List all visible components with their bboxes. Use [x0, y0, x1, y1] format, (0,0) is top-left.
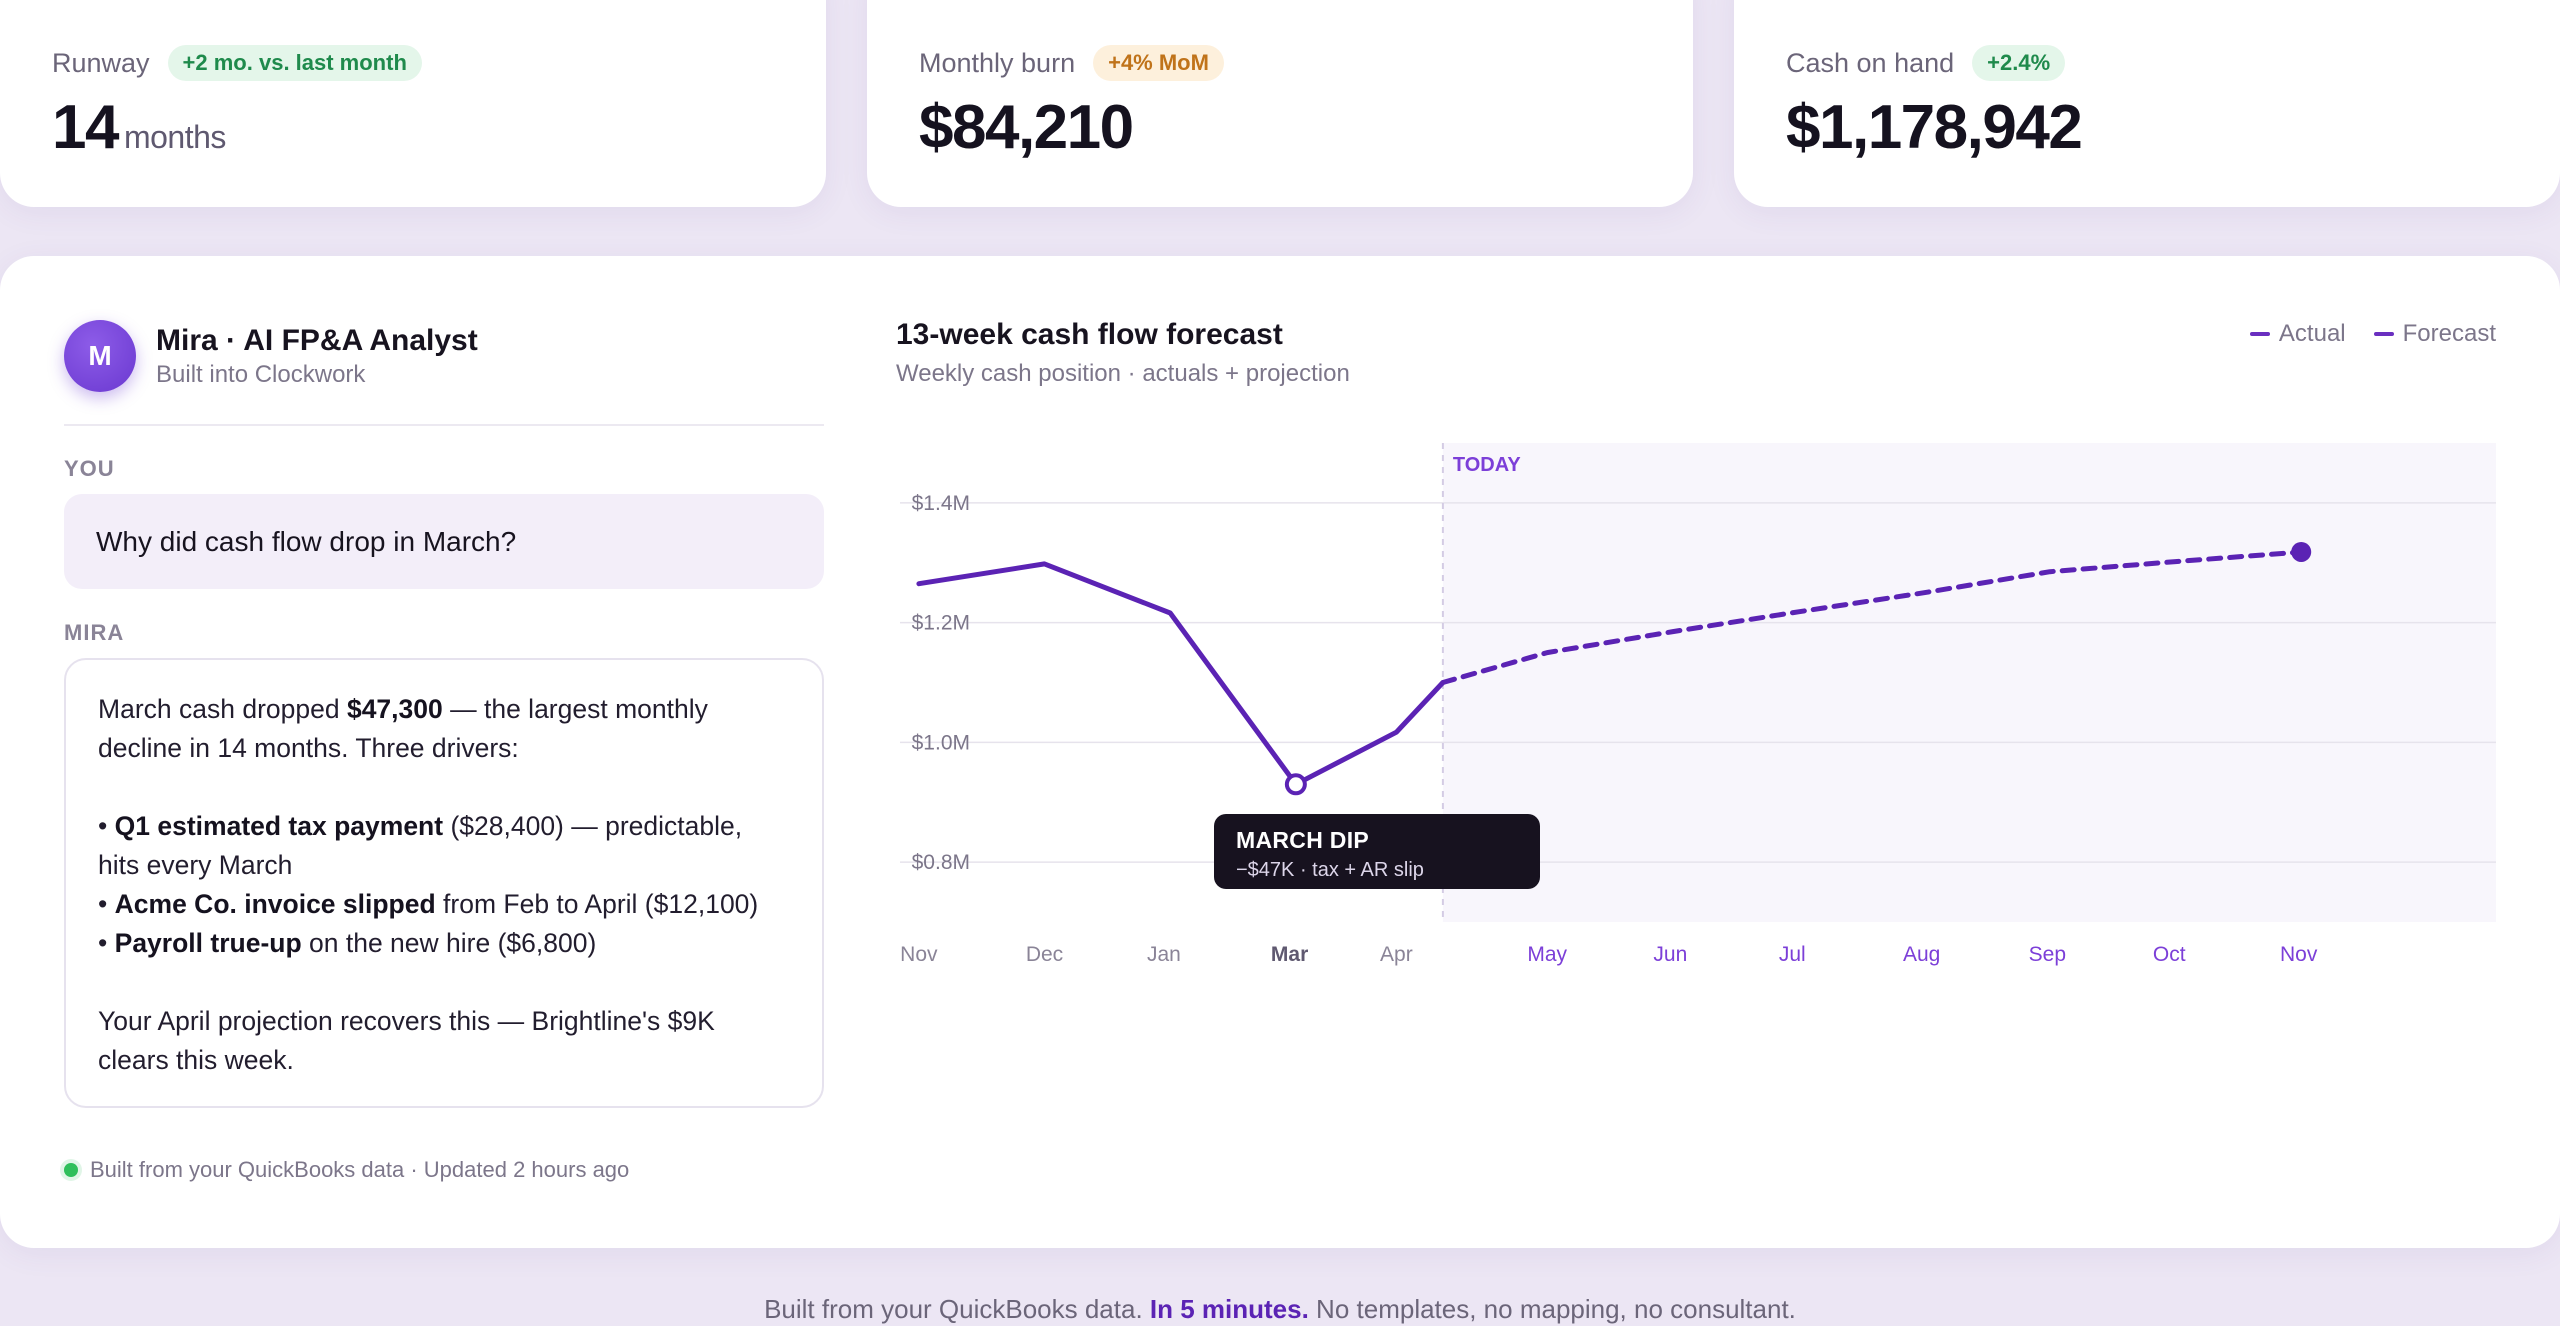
driver-title: Acme Co. invoice slipped: [114, 889, 436, 919]
reply-intro-amount: $47,300: [346, 694, 443, 724]
assistant-name: Mira · AI FP&A Analyst: [156, 324, 478, 357]
user-role-label: YOU: [64, 456, 115, 481]
kpi-label: Runway: [52, 47, 150, 78]
user-message: Why did cash flow drop in March?: [64, 494, 824, 589]
status-dot-icon: [64, 1163, 78, 1177]
chart-tooltip: MARCH DIP −$47K · tax + AR slip: [1214, 814, 1540, 889]
kpi-badge: +2.4%: [1972, 45, 2066, 81]
reply-intro-post: — the largest monthly decline in 14 mont…: [98, 694, 708, 763]
kpi-card-cash-on-hand: Cash on hand +2.4% $1,178,942: [1734, 0, 2560, 207]
kpi-badge: +4% MoM: [1093, 45, 1224, 81]
divider: [64, 424, 824, 426]
kpi-label: Cash on hand: [1786, 47, 1955, 78]
kpi-number: 14: [52, 93, 119, 162]
kpi-badge: +2 mo. vs. last month: [167, 45, 422, 81]
legend-swatch-icon: [2249, 332, 2270, 336]
driver-item: • Acme Co. invoice slipped from Feb to A…: [98, 889, 759, 919]
tagline-post: No templates, no mapping, no consultant.: [1308, 1294, 1796, 1324]
driver-item: • Payroll true-up on the new hire ($6,80…: [98, 928, 597, 958]
avatar: M: [64, 320, 136, 392]
reply-intro: March cash dropped $47,300 — the largest…: [98, 690, 790, 768]
data-source-note: Built from your QuickBooks data · Update…: [64, 1157, 629, 1183]
chart-subtitle: Weekly cash position · actuals + project…: [896, 360, 1350, 387]
kpi-card-monthly-burn: Monthly burn +4% MoM $84,210: [867, 0, 1693, 207]
kpi-value: 14 months: [52, 92, 226, 163]
driver-title: Q1 estimated tax payment: [114, 811, 444, 841]
tagline-pre: Built from your QuickBooks data.: [764, 1294, 1150, 1324]
kpi-card-runway: Runway +2 mo. vs. last month 14 months: [0, 0, 826, 207]
kpi-label: Monthly burn: [919, 47, 1076, 78]
legend-swatch-icon: [2373, 332, 2394, 336]
kpi-header: Cash on hand +2.4%: [1786, 45, 2066, 81]
chart-legend: Actual Forecast: [2222, 320, 2496, 348]
reply-closing: Your April projection recovers this — Br…: [98, 1006, 715, 1075]
kpi-value: $1,178,942: [1786, 93, 2083, 162]
legend-item-forecast[interactable]: Forecast: [2373, 320, 2496, 348]
legend-label: Actual: [2278, 320, 2346, 347]
tooltip-detail: −$47K · tax + AR slip: [1236, 859, 1424, 881]
legend-label: Forecast: [2402, 320, 2496, 347]
chart-title: 13-week cash flow forecast: [896, 318, 1283, 351]
legend-item-actual[interactable]: Actual: [2249, 320, 2346, 348]
ai-role-label: MIRA: [64, 620, 125, 645]
kpi-header: Monthly burn +4% MoM: [919, 45, 1224, 81]
driver-item: • Q1 estimated tax payment ($28,400) — p…: [98, 811, 743, 880]
assistant-subtitle: Built into Clockwork: [156, 361, 366, 388]
kpi-header: Runway +2 mo. vs. last month: [52, 45, 422, 81]
data-source-text: Built from your QuickBooks data · Update…: [90, 1157, 630, 1182]
driver-detail: on the new hire ($6,800): [301, 928, 597, 958]
driver-detail: from Feb to April ($12,100): [435, 889, 759, 919]
tooltip-title: MARCH DIP: [1236, 827, 1370, 853]
kpi-value: $84,210: [919, 93, 1134, 162]
tagline: Built from your QuickBooks data. In 5 mi…: [0, 1294, 2560, 1325]
reply-intro-pre: March cash dropped: [98, 694, 347, 724]
ai-reply: March cash dropped $47,300 — the largest…: [64, 658, 824, 1108]
driver-detail: ($28,400) — predictable, hits every Marc…: [98, 811, 743, 880]
kpi-unit: months: [123, 119, 226, 155]
driver-title: Payroll true-up: [114, 928, 302, 958]
tagline-highlight: In 5 minutes.: [1149, 1294, 1309, 1324]
